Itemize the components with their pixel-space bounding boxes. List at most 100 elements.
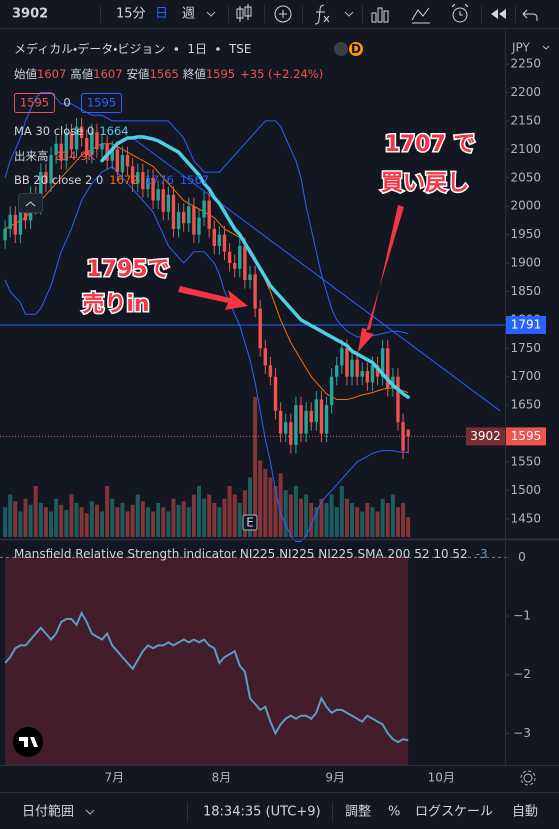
- interval-button[interactable]: 日: [155, 7, 168, 22]
- auto-scale-button[interactable]: 自動: [512, 805, 538, 820]
- alert-icon[interactable]: [451, 3, 469, 23]
- volume-bar: [365, 503, 370, 537]
- legend: メディカル・データ・ビジョン 1日 TSE D 始値1607 高値1607 安値1565…: [14, 41, 363, 213]
- candle-body: [202, 200, 206, 218]
- y-tick-label: 1900: [510, 256, 541, 270]
- compare-icon[interactable]: [274, 5, 292, 23]
- volume-bar: [334, 507, 339, 537]
- y-tick-label: 1500: [510, 483, 541, 497]
- volume-label: 出来高: [14, 149, 49, 163]
- annotation-arrow: [358, 205, 404, 352]
- dropdown-icon[interactable]: [206, 11, 216, 17]
- volume-bar: [145, 507, 150, 537]
- indicator-title: Mansfield Relative Strength indicator NI…: [14, 547, 468, 561]
- volume-bar: [89, 501, 94, 537]
- rewind-icon[interactable]: [491, 9, 506, 19]
- chart-type-icon[interactable]: [236, 4, 252, 22]
- volume-bar: [217, 507, 222, 537]
- volume-bar: [110, 498, 115, 537]
- buy-price[interactable]: 1595: [87, 96, 116, 110]
- delay-badge: D: [351, 42, 361, 56]
- bb-lower-line: [4, 165, 409, 542]
- percent-button[interactable]: %: [388, 805, 400, 820]
- bb-upper-value: 1776: [145, 173, 174, 187]
- volume-bar: [293, 486, 298, 537]
- volume-bar: [38, 503, 43, 537]
- currency-dropdown: [542, 45, 550, 50]
- status-badge: [349, 42, 363, 56]
- symbol-button[interactable]: 3902: [12, 7, 48, 22]
- candle-body: [314, 399, 319, 423]
- candle-body: [146, 177, 150, 190]
- indicator-value: -3: [476, 547, 488, 561]
- adjust-button[interactable]: 調整: [345, 805, 371, 820]
- interval-button[interactable]: 週: [182, 7, 195, 22]
- currency-bg: [509, 40, 557, 56]
- candle-body: [309, 410, 313, 423]
- volume-bar: [130, 504, 135, 537]
- bb-basis-value: 1672: [109, 173, 138, 187]
- symbol-title: メディカル・データ・ビジョン: [14, 41, 165, 56]
- symbol-tag-label: 3902: [470, 429, 501, 443]
- candle-body: [141, 172, 145, 190]
- candle-body: [105, 143, 109, 161]
- volume-bar: [156, 503, 161, 537]
- buy-button[interactable]: [81, 93, 122, 113]
- collapse-button[interactable]: [18, 193, 43, 213]
- y-tick-label: 1850: [510, 284, 541, 298]
- ma-legend: MA 30 close 0 1664: [14, 124, 129, 138]
- volume-bar: [401, 503, 406, 537]
- collapse-icon[interactable]: [25, 201, 36, 207]
- date-range-button[interactable]: 日付範囲: [22, 805, 74, 820]
- y-tick-label: 2050: [510, 170, 541, 184]
- dropdown-icon[interactable]: [85, 809, 95, 815]
- timeframe: 1日: [187, 42, 207, 56]
- candle-body: [248, 274, 252, 281]
- volume-bar: [350, 503, 355, 537]
- candle-body: [171, 194, 176, 229]
- replay-icon[interactable]: [411, 7, 430, 24]
- volume-bar: [329, 494, 334, 537]
- interval-button[interactable]: 15分: [116, 7, 146, 22]
- candle-body: [350, 359, 354, 377]
- settings-icon[interactable]: [520, 770, 536, 786]
- candle-body: [197, 217, 201, 235]
- volume-bar: [207, 494, 212, 537]
- ohlc-value: 1607: [93, 67, 122, 81]
- sell-button[interactable]: [14, 93, 55, 113]
- volume-bar: [360, 511, 365, 537]
- x-tick-label: 8月: [212, 771, 232, 785]
- candle-body: [207, 200, 211, 229]
- volume-bar: [319, 498, 324, 537]
- earnings-label: E: [246, 516, 254, 530]
- volume-bar: [120, 503, 125, 537]
- dropdown-icon[interactable]: [344, 11, 354, 17]
- candle-body: [110, 149, 114, 161]
- candle-body: [151, 177, 155, 201]
- sell-price[interactable]: 1595: [20, 96, 49, 110]
- x-tick-label: 7月: [104, 771, 124, 785]
- candle-body: [232, 263, 237, 269]
- candle-body: [130, 166, 135, 184]
- candle-body: [360, 371, 364, 377]
- ohlc-label: 始値: [14, 67, 37, 81]
- candle-body: [355, 359, 359, 377]
- indicator-pane: 0 −1 −2 −3 Mansfield Relative Strength indic…: [0, 547, 531, 765]
- volume-legend: 出来高 234.9K: [14, 149, 95, 163]
- undo-icon[interactable]: [522, 9, 538, 21]
- candle-body: [345, 348, 349, 377]
- candle-body: [365, 371, 370, 383]
- volume-bar: [64, 509, 69, 537]
- volume-bar: [140, 501, 145, 537]
- log-scale-button[interactable]: ログスケール: [415, 805, 493, 820]
- indicator-legend: Mansfield Relative Strength indicator NI…: [14, 547, 488, 561]
- volume-bar: [273, 486, 278, 537]
- ohlc-label: 高値: [70, 67, 93, 81]
- templates-icon[interactable]: [371, 7, 389, 23]
- candle-body: [375, 365, 380, 377]
- ma-line: [100, 135, 410, 399]
- candle-body: [319, 399, 324, 434]
- indicators-icon[interactable]: [314, 4, 330, 25]
- ma-label: MA 30 close 0: [14, 124, 94, 138]
- y-tick-label: 2200: [510, 85, 541, 99]
